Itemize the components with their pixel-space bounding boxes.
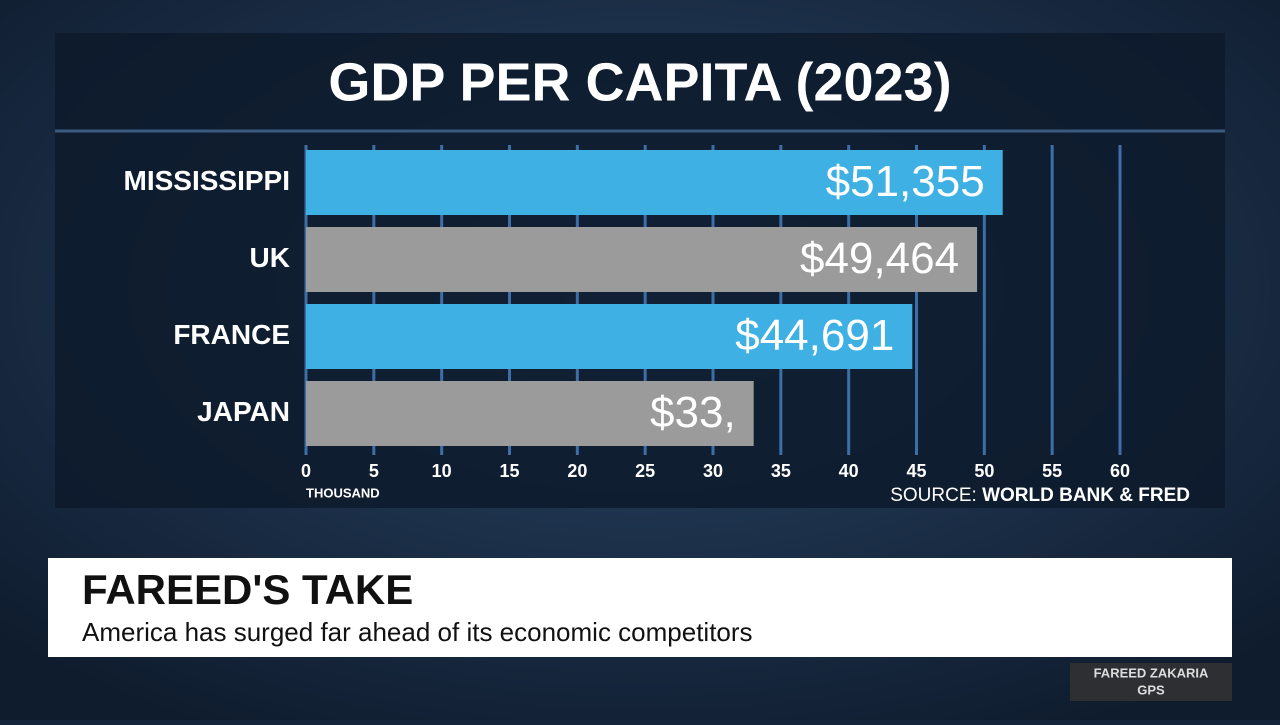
x-tick-label: 45 — [906, 461, 926, 481]
bar — [306, 150, 1003, 215]
logo-line1: FAREED ZAKARIA — [1094, 665, 1209, 680]
bar — [306, 381, 754, 446]
category-label: JAPAN — [197, 396, 290, 427]
x-tick-label: 50 — [974, 461, 994, 481]
lower-third-subtitle: America has surged far ahead of its econ… — [82, 617, 753, 647]
category-label: FRANCE — [173, 319, 290, 350]
logo-line2: GPS — [1137, 682, 1165, 697]
x-tick-label: 5 — [369, 461, 379, 481]
x-tick-label: 25 — [635, 461, 655, 481]
value-label: $49,464 — [800, 234, 959, 283]
value-label: $33, — [650, 388, 736, 437]
x-tick-label: 35 — [771, 461, 791, 481]
logo-box — [1070, 663, 1232, 701]
lower-third-title: FAREED'S TAKE — [82, 566, 413, 613]
source-label: SOURCE: — [890, 485, 977, 506]
x-tick-label: 40 — [839, 461, 859, 481]
source: SOURCE: WORLD BANK & FRED — [890, 485, 1190, 506]
x-tick-label: 55 — [1042, 461, 1062, 481]
plot: 0 5 10 15 20 25 30 35 40 45 50 55 60 MISSISSIPPI $51,3… — [124, 145, 1130, 481]
x-tick-label: 0 — [301, 461, 311, 481]
bar — [306, 304, 913, 369]
category-label: MISSISSIPPI — [124, 165, 291, 196]
source-name: WORLD BANK & FRED — [982, 485, 1190, 506]
lower-third — [48, 558, 1232, 657]
chart-title: GDP PER CAPITA (2023) — [328, 52, 951, 112]
value-label: $51,355 — [826, 157, 985, 206]
x-tick-label: 60 — [1110, 461, 1130, 481]
axis-unit: THOUSAND — [306, 485, 380, 500]
x-tick-label: 20 — [567, 461, 587, 481]
x-tick-label: 15 — [499, 461, 519, 481]
category-label: UK — [250, 242, 290, 273]
x-tick-label: 30 — [703, 461, 723, 481]
x-tick-label: 10 — [432, 461, 452, 481]
bar — [306, 227, 978, 292]
value-label: $44,691 — [735, 311, 894, 360]
